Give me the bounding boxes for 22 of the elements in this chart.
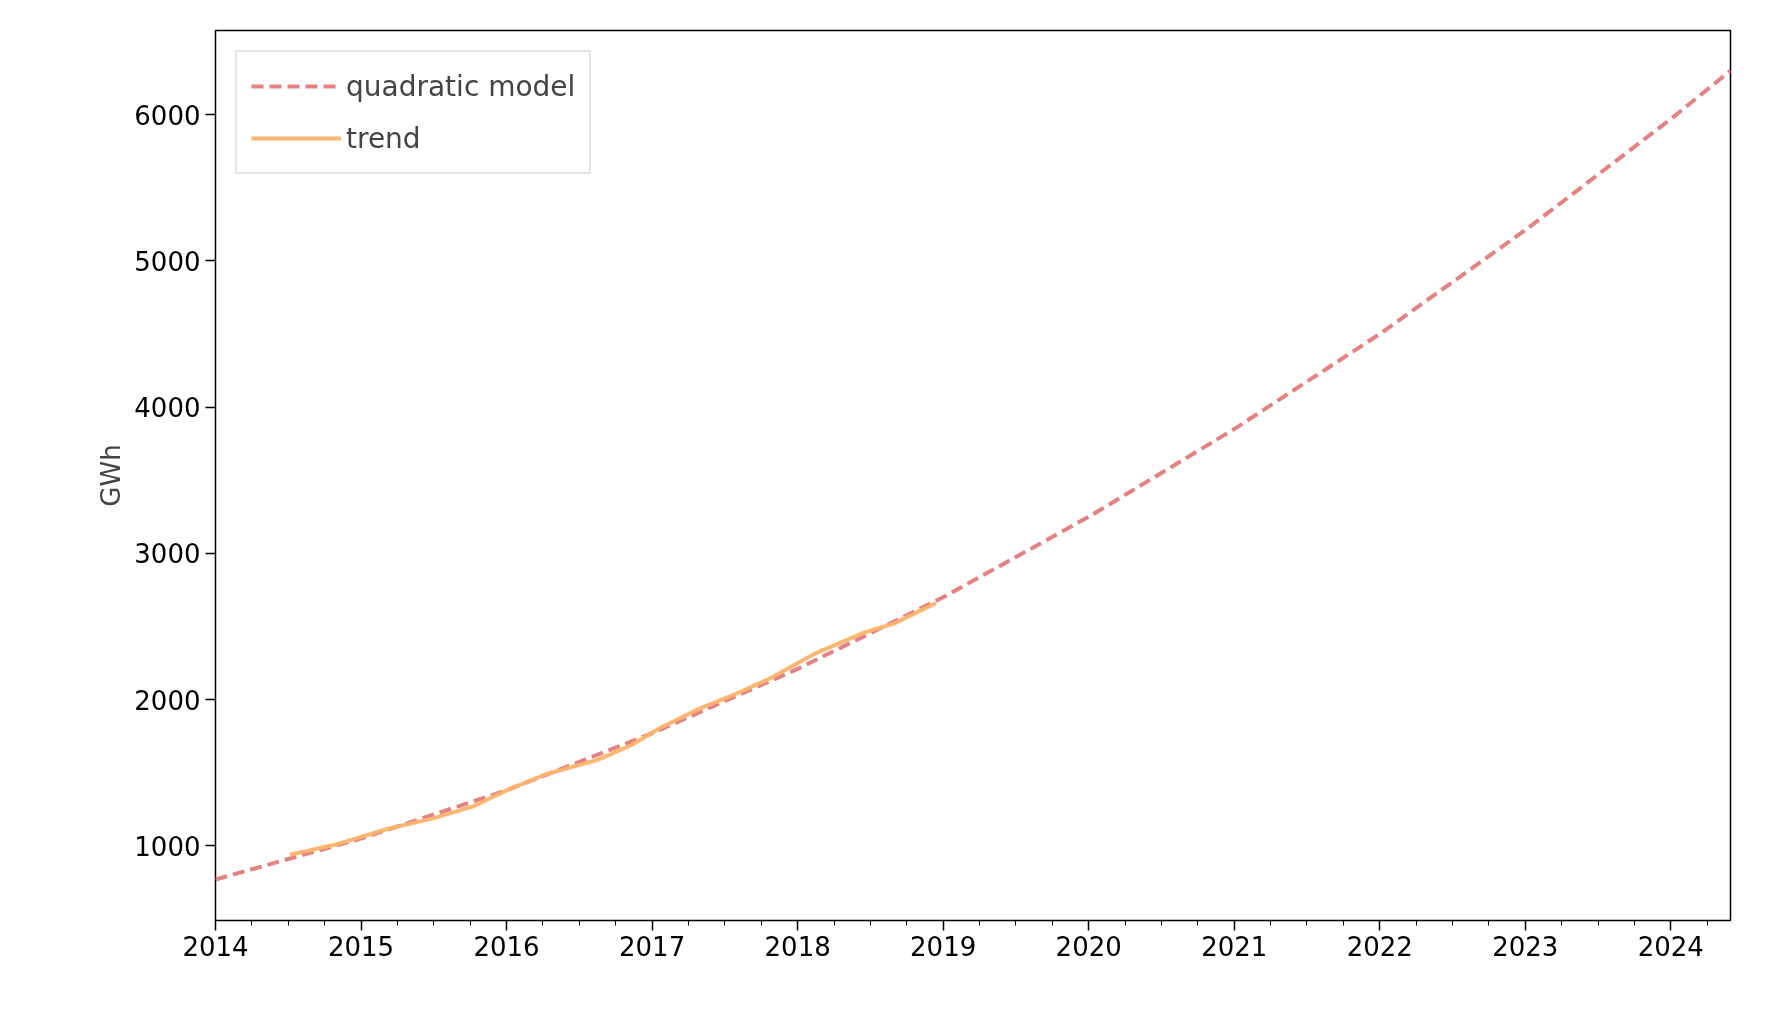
y-tick-label: 1000 [134,831,201,862]
y-tick-label: 4000 [134,393,201,424]
x-tick-label: 2023 [1492,931,1559,962]
x-tick-label: 2021 [1201,931,1268,962]
line-series [215,68,1731,882]
x-tick-label: 2018 [764,931,831,962]
legend-label: quadratic model [346,68,576,105]
x-tick-label: 2019 [910,931,977,962]
x-tick-label: 2024 [1637,931,1704,962]
x-tick-label: 2014 [182,931,249,962]
y-tick-label: 5000 [134,246,201,277]
x-tick-label: 2022 [1346,931,1413,962]
y-tick-label: 6000 [134,100,201,131]
y-tick-label: 3000 [134,539,201,570]
y-tick-label: 2000 [134,685,201,716]
x-tick-label: 2015 [327,931,395,962]
legend-label: trend [346,120,421,157]
x-tick-label: 2020 [1055,931,1122,962]
y-axis-title: GWh [96,444,127,507]
line-series [287,601,938,857]
x-tick-label: 2017 [619,931,686,962]
x-tick-label: 2016 [473,931,540,962]
